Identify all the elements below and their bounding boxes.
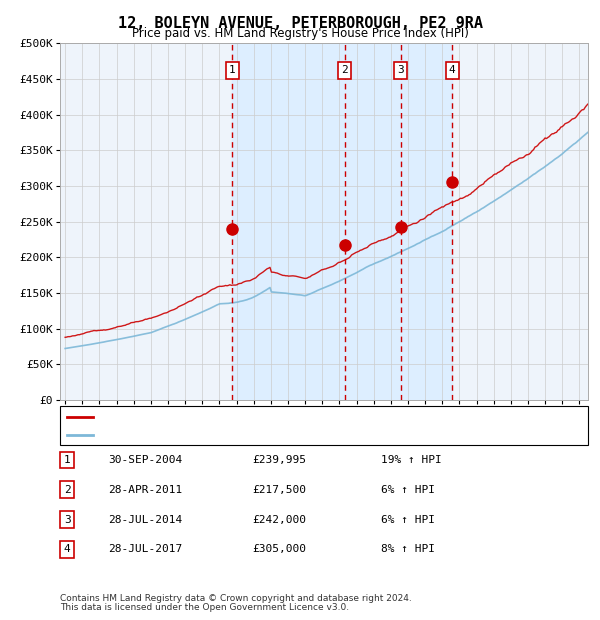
Text: 28-JUL-2017: 28-JUL-2017: [108, 544, 182, 554]
Text: This data is licensed under the Open Government Licence v3.0.: This data is licensed under the Open Gov…: [60, 603, 349, 612]
Text: 6% ↑ HPI: 6% ↑ HPI: [381, 515, 435, 525]
Text: £239,995: £239,995: [252, 455, 306, 465]
Text: 2: 2: [64, 485, 71, 495]
Text: 3: 3: [64, 515, 71, 525]
Text: 3: 3: [397, 66, 404, 76]
Text: 1: 1: [229, 66, 236, 76]
Text: 30-SEP-2004: 30-SEP-2004: [108, 455, 182, 465]
Text: 4: 4: [64, 544, 71, 554]
Text: £217,500: £217,500: [252, 485, 306, 495]
Text: £242,000: £242,000: [252, 515, 306, 525]
Text: 12, BOLEYN AVENUE, PETERBOROUGH, PE2 9RA (detached house): 12, BOLEYN AVENUE, PETERBOROUGH, PE2 9RA…: [96, 412, 452, 422]
Text: 28-JUL-2014: 28-JUL-2014: [108, 515, 182, 525]
Text: HPI: Average price, detached house, City of Peterborough: HPI: Average price, detached house, City…: [96, 430, 446, 440]
Text: 28-APR-2011: 28-APR-2011: [108, 485, 182, 495]
Text: 4: 4: [449, 66, 455, 76]
Text: Contains HM Land Registry data © Crown copyright and database right 2024.: Contains HM Land Registry data © Crown c…: [60, 593, 412, 603]
Text: 8% ↑ HPI: 8% ↑ HPI: [381, 544, 435, 554]
Text: 12, BOLEYN AVENUE, PETERBOROUGH, PE2 9RA: 12, BOLEYN AVENUE, PETERBOROUGH, PE2 9RA: [118, 16, 482, 30]
Text: Price paid vs. HM Land Registry's House Price Index (HPI): Price paid vs. HM Land Registry's House …: [131, 27, 469, 40]
Text: 6% ↑ HPI: 6% ↑ HPI: [381, 485, 435, 495]
Text: £305,000: £305,000: [252, 544, 306, 554]
Text: 2: 2: [341, 66, 348, 76]
Text: 19% ↑ HPI: 19% ↑ HPI: [381, 455, 442, 465]
Bar: [232, 43, 452, 400]
Text: 1: 1: [64, 455, 71, 465]
